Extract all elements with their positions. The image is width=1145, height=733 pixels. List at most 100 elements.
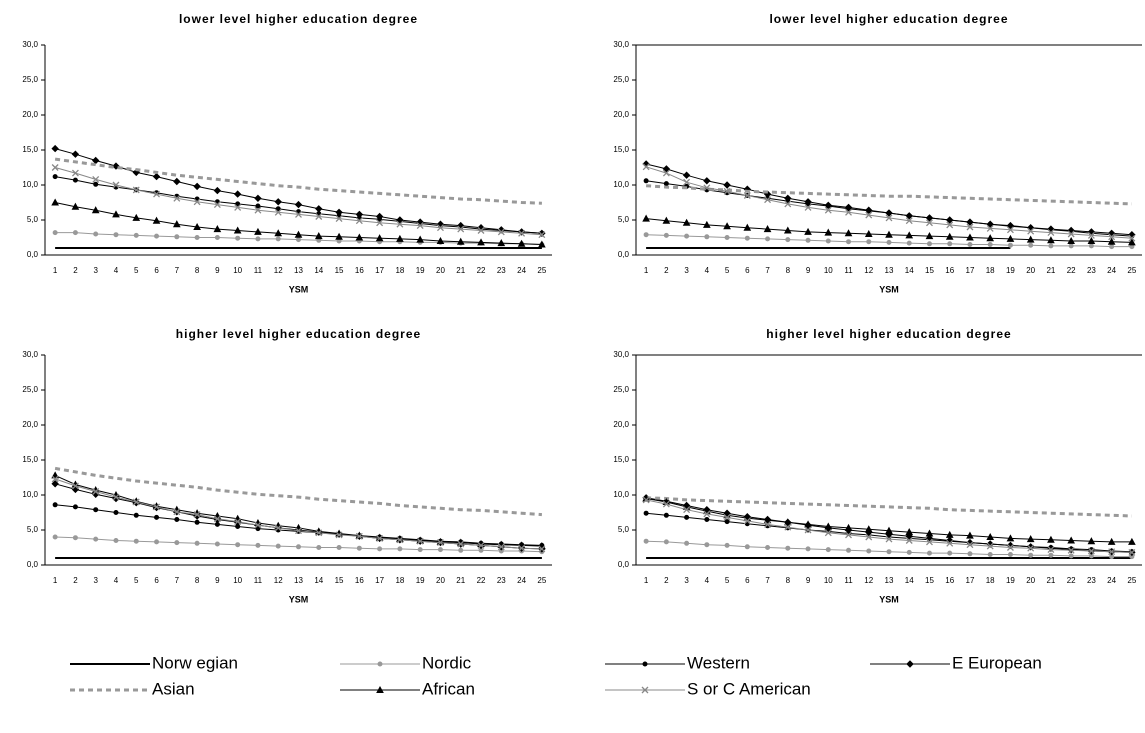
chart-title: higher level higher education degree (176, 327, 421, 341)
series-marker (255, 203, 261, 209)
series-marker (844, 523, 853, 531)
series-marker (375, 234, 384, 242)
series-marker (1006, 221, 1015, 230)
series-marker (1028, 552, 1034, 558)
series-marker (213, 186, 222, 195)
series-marker (885, 526, 893, 534)
series-marker (824, 228, 833, 236)
x-tick-label: 9 (806, 266, 811, 275)
series-marker (518, 229, 526, 237)
x-tick-label: 5 (725, 266, 730, 275)
legend-label: E European (952, 653, 1042, 672)
series-marker (274, 198, 282, 206)
series-marker (71, 169, 79, 177)
y-tick-label: 15,0 (22, 145, 38, 154)
series-marker (375, 212, 384, 221)
series-marker (112, 181, 120, 189)
x-tick-label: 13 (294, 266, 303, 275)
series-marker (254, 521, 262, 529)
series-marker (152, 172, 161, 181)
series-marker (844, 203, 853, 212)
series-marker (112, 493, 120, 501)
series-marker (235, 235, 241, 241)
series-marker (274, 229, 283, 237)
series-line (646, 496, 1132, 518)
series-marker (296, 237, 301, 243)
x-tick-label: 7 (765, 576, 770, 585)
y-tick-label: 0,0 (27, 250, 39, 259)
x-tick-label: 23 (497, 266, 506, 275)
x-tick-label: 16 (945, 266, 954, 275)
series-marker (702, 220, 711, 228)
series-marker (864, 525, 873, 533)
legend-label: Norw egian (152, 653, 238, 672)
series-marker (805, 237, 811, 243)
series-marker (193, 222, 201, 230)
series-marker (294, 200, 303, 209)
chart-title: lower level higher education degree (179, 12, 418, 26)
series-marker (294, 230, 303, 238)
x-tick-label: 3 (93, 576, 98, 585)
series-line (54, 466, 543, 517)
x-tick-label: 12 (274, 576, 283, 585)
series-marker (966, 531, 974, 539)
x-tick-label: 5 (134, 266, 139, 275)
series-marker (132, 186, 140, 194)
series-marker (682, 171, 691, 179)
series-marker (784, 200, 792, 208)
series-marker (704, 234, 710, 240)
legend-marker (906, 660, 914, 668)
series-marker (1108, 548, 1116, 556)
x-tick-label: 9 (806, 576, 811, 585)
y-tick-label: 10,0 (22, 490, 38, 499)
y-tick-label: 0,0 (27, 560, 39, 569)
series-marker (235, 542, 241, 548)
series-marker (866, 239, 872, 245)
series-marker (112, 210, 120, 218)
x-tick-label: 7 (765, 266, 770, 275)
y-tick-label: 20,0 (22, 420, 38, 429)
series-marker (926, 219, 933, 227)
series-marker (254, 194, 262, 203)
series-marker (315, 205, 323, 213)
series-marker (723, 513, 731, 521)
series-marker (1068, 243, 1074, 249)
series-marker (132, 498, 140, 506)
series-marker (133, 512, 139, 518)
x-tick-label: 1 (53, 576, 58, 585)
series-marker (1028, 242, 1034, 248)
series-marker (437, 224, 444, 232)
x-tick-label: 19 (1006, 576, 1015, 585)
x-tick-label: 1 (53, 266, 58, 275)
legend-marker (377, 661, 383, 667)
series-marker (234, 203, 242, 211)
series-marker (376, 219, 384, 227)
chart-title: higher level higher education degree (766, 327, 1011, 341)
series-marker (335, 208, 343, 217)
series-marker (723, 222, 731, 230)
series-marker (763, 225, 772, 233)
x-tick-label: 22 (477, 576, 486, 585)
series-marker (52, 230, 58, 236)
series-line (645, 166, 1132, 239)
series-marker (335, 531, 343, 539)
series-marker (824, 522, 833, 530)
series-marker (233, 226, 242, 234)
series-marker (743, 223, 752, 231)
series-marker (477, 541, 485, 549)
series-marker (517, 239, 526, 247)
series-marker (763, 516, 772, 524)
series-marker (416, 235, 425, 243)
series-marker (255, 542, 261, 548)
legend-label: S or C American (687, 679, 811, 698)
y-tick-label: 10,0 (22, 180, 38, 189)
x-tick-label: 18 (395, 576, 404, 585)
series-marker (905, 537, 913, 544)
y-tick-label: 10,0 (613, 180, 629, 189)
series-marker (925, 232, 934, 240)
x-tick-label: 16 (355, 576, 364, 585)
x-tick-label: 13 (885, 266, 894, 275)
y-tick-label: 5,0 (618, 215, 630, 224)
y-tick-label: 0,0 (618, 560, 630, 569)
series-marker (51, 480, 59, 488)
